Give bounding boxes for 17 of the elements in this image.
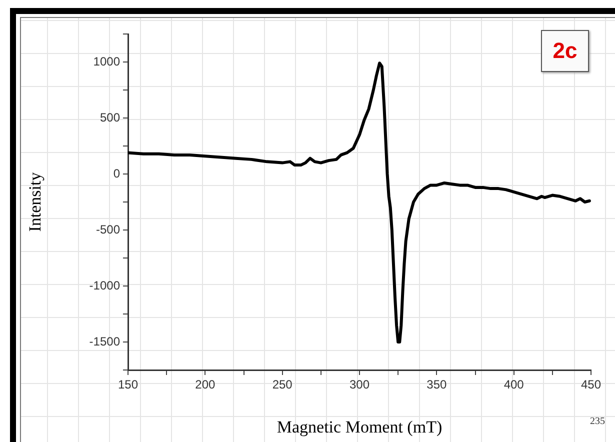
x-tick-label: 300 <box>349 378 370 392</box>
y-tick-label: -1500 <box>89 334 120 348</box>
y-axis-title: Intensity <box>26 172 45 232</box>
y-tick-label: -500 <box>96 222 120 236</box>
x-tick-label: 250 <box>272 378 293 392</box>
y-tick-label: 500 <box>100 110 120 124</box>
x-tick-label: 150 <box>118 378 138 392</box>
x-axis-title: Magnetic Moment (mT) <box>276 417 442 436</box>
y-tick-label: 1000 <box>93 54 120 68</box>
x-tick-label: 450 <box>580 378 602 392</box>
x-tick-label: 400 <box>504 378 524 392</box>
y-tick-label: 0 <box>113 166 120 180</box>
annotation: 2c <box>541 30 589 72</box>
text: 235 <box>590 416 605 427</box>
y-tick-label: -1000 <box>89 278 120 292</box>
x-tick-label: 350 <box>426 378 447 392</box>
x-tick-label: 200 <box>195 378 216 392</box>
